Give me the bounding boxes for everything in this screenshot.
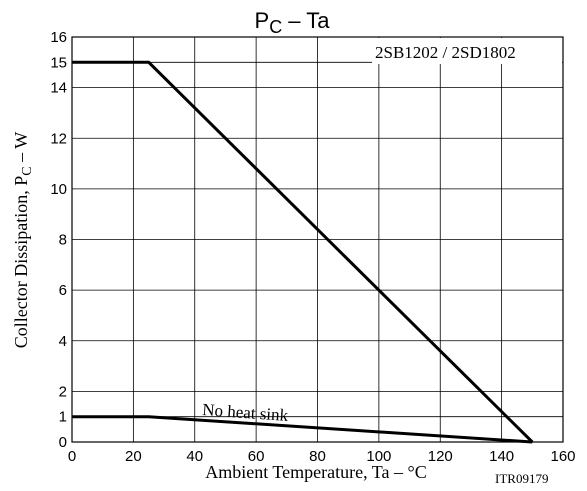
y-tick-label: 12 <box>50 130 67 147</box>
y-tick-label: 2 <box>59 383 67 400</box>
series-line-2 <box>72 417 532 442</box>
figure-code: ITR09179 <box>495 471 548 486</box>
title-main: P <box>255 8 270 33</box>
title-rest: – Ta <box>282 8 330 33</box>
y-axis-label-main: Collector Dissipation, P <box>11 176 31 349</box>
series-line-1 <box>72 62 532 442</box>
y-tick-label: 6 <box>59 282 67 299</box>
y-tick-label: 14 <box>50 80 67 97</box>
x-tick-label: 160 <box>550 448 575 465</box>
grid <box>72 37 563 442</box>
x-tick-label: 140 <box>489 448 514 465</box>
x-tick-label: 20 <box>125 448 142 465</box>
y-axis-label-subscript: C <box>20 166 35 175</box>
y-tick-label: 1 <box>59 409 67 426</box>
series-group <box>72 62 532 442</box>
x-tick-label: 0 <box>68 448 76 465</box>
y-tick-label: 4 <box>59 333 67 350</box>
y-axis-label-rest: – W <box>11 132 31 167</box>
y-axis-label: Collector Dissipation, PC – W <box>11 132 35 349</box>
part-numbers-label: 2SB1202 / 2SD1802 <box>375 43 516 62</box>
x-axis-label: Ambient Temperature, Ta – °C <box>205 462 426 482</box>
y-tick-label: 15 <box>50 54 67 71</box>
title-subscript: C <box>269 17 282 37</box>
y-tick-label: 8 <box>59 232 67 249</box>
chart-title: PC – Ta <box>255 8 331 37</box>
x-tick-label: 40 <box>186 448 203 465</box>
y-tick-label: 0 <box>59 434 67 451</box>
y-tick-label: 10 <box>50 181 67 198</box>
y-tick-label: 16 <box>50 29 67 46</box>
x-tick-label: 120 <box>428 448 453 465</box>
